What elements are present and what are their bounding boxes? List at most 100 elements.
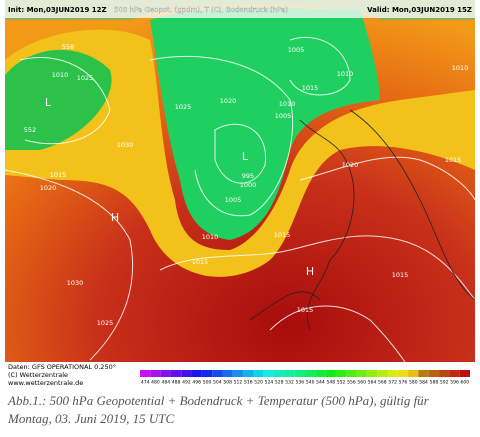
colorbar-label: 564 bbox=[368, 380, 377, 386]
colorbar-label: 524 bbox=[265, 380, 274, 386]
colorbar-cell bbox=[305, 370, 316, 377]
isobar-label: 1010 bbox=[202, 233, 219, 241]
colorbar-cell bbox=[387, 370, 398, 377]
isobar-label: 1030 bbox=[117, 141, 134, 149]
colorbar-label: 588 bbox=[430, 380, 439, 386]
footer-text: Daten: GFS OPERATIONAL 0.250° bbox=[8, 363, 116, 371]
colorbar-label: 576 bbox=[399, 380, 408, 386]
isobar-label: 1015 bbox=[192, 258, 209, 266]
isobar-label: 1010 bbox=[52, 71, 69, 79]
colorbar-label: 584 bbox=[419, 380, 428, 386]
colorbar-cell bbox=[366, 370, 378, 377]
isobars bbox=[4, 36, 476, 363]
colorbar-cell bbox=[346, 370, 357, 377]
colorbar-label: 488 bbox=[172, 380, 181, 386]
colorbar-cell bbox=[397, 370, 409, 377]
colorbar-label: 474 bbox=[141, 380, 150, 386]
footer-lines: Daten: GFS OPERATIONAL 0.250°(C) Wetterz… bbox=[8, 363, 116, 387]
colorbar-cell bbox=[181, 370, 192, 377]
isobar-label: 1015 bbox=[50, 171, 67, 179]
isobar-label: H bbox=[111, 211, 119, 224]
colorbar-cell bbox=[439, 370, 450, 377]
isobar-label: 1010 bbox=[337, 70, 354, 78]
colorbar-label: 556 bbox=[347, 380, 356, 386]
colorbar-label: 496 bbox=[192, 380, 201, 386]
footer-text: (C) Wetterzentrale bbox=[8, 371, 68, 379]
colorbar-label: 500 bbox=[203, 380, 212, 386]
colorbar-cell bbox=[418, 370, 429, 377]
caption-line: Abb.1.: 500 hPa Geopotential + Bodendruc… bbox=[7, 393, 430, 408]
colorbar-cell bbox=[140, 370, 151, 377]
init-text: Init: Mon,03JUN2019 12Z bbox=[8, 6, 107, 14]
colorbar-cell bbox=[170, 370, 182, 377]
isobar-label: 558 bbox=[62, 43, 74, 51]
colorbar-cell bbox=[377, 370, 388, 377]
colorbar-label: 508 bbox=[223, 380, 232, 386]
colorbar-label: 480 bbox=[151, 380, 160, 386]
colorbar-label: 548 bbox=[326, 380, 335, 386]
isobar-label: 1015 bbox=[274, 231, 291, 239]
isobar-label: 552 bbox=[24, 126, 36, 134]
isobar-label: 1000 bbox=[240, 181, 257, 189]
warm-band bbox=[5, 29, 475, 277]
colorbar-cell bbox=[428, 370, 440, 377]
colorbar: 474 480 484 488 492 496 500 504 508 512 516 520 524 5… bbox=[140, 370, 470, 386]
isobar-label: 1010 bbox=[279, 100, 296, 108]
colorbar-label: 596 bbox=[450, 380, 459, 386]
colorbar-cell bbox=[356, 370, 367, 377]
colorbar-cell bbox=[274, 370, 285, 377]
isobar-label: 1010 bbox=[452, 64, 469, 72]
isobar-label: 1005 bbox=[225, 196, 242, 204]
colorbar-cell bbox=[232, 370, 244, 377]
colorbar-cell bbox=[160, 370, 171, 377]
isobar-label: 1025 bbox=[77, 74, 94, 82]
colorbar-label: 484 bbox=[161, 380, 170, 386]
colorbar-cell bbox=[201, 370, 213, 377]
isobar-label: L bbox=[45, 96, 52, 109]
colorbar-label: 492 bbox=[182, 380, 191, 386]
colorbar-label: 516 bbox=[244, 380, 253, 386]
isobar-label: 1025 bbox=[97, 319, 114, 327]
isobar-label: 1025 bbox=[175, 103, 192, 111]
isobar-label: 1020 bbox=[40, 184, 57, 192]
colorbar-label: 568 bbox=[378, 380, 387, 386]
header-bar bbox=[5, 0, 475, 18]
colorbar-label: 532 bbox=[285, 380, 294, 386]
colorbar-label: 512 bbox=[234, 380, 243, 386]
colorbar-label: 528 bbox=[275, 380, 284, 386]
colorbar-cell bbox=[212, 370, 223, 377]
coastlines bbox=[249, 109, 476, 331]
map-labels: 1010 1025 L 1030 1020 1015 H 1030 1025 1025 1020 L 9… bbox=[24, 43, 468, 327]
colorbar-cell bbox=[459, 370, 470, 377]
colorbar-cell bbox=[335, 370, 347, 377]
isobar-label: 995 bbox=[242, 172, 254, 180]
colorbar-label: 540 bbox=[306, 380, 315, 386]
isobar-label: 1020 bbox=[342, 161, 359, 169]
isobar-label: L bbox=[242, 150, 249, 163]
colorbar-cell bbox=[408, 370, 419, 377]
colorbar-cell bbox=[263, 370, 275, 377]
colorbar-label: 520 bbox=[254, 380, 263, 386]
colorbar-label: 600 bbox=[461, 380, 470, 386]
map: 1010 1025 L 1030 1020 1015 H 1030 1025 1025 1020 L 9… bbox=[4, 0, 476, 363]
colorbar-cell bbox=[243, 370, 254, 377]
isobar-label: 1015 bbox=[302, 84, 319, 92]
isobar-label: 1015 bbox=[392, 271, 409, 279]
colorbar-label: 560 bbox=[357, 380, 366, 386]
colorbar-label: 504 bbox=[213, 380, 222, 386]
cold-pool-west bbox=[5, 49, 112, 150]
isobar-label: H bbox=[306, 265, 314, 278]
cold-pool-central bbox=[150, 7, 380, 240]
colorbar-label: 572 bbox=[388, 380, 397, 386]
colorbar-cell bbox=[449, 370, 460, 377]
colorbar-cell bbox=[284, 370, 295, 377]
colorbar-label: 592 bbox=[440, 380, 449, 386]
valid-text: Valid: Mon,03JUN2019 15Z bbox=[367, 6, 472, 14]
isobar-label: 1005 bbox=[275, 112, 292, 120]
isobar-label: 1015 bbox=[297, 306, 314, 314]
colorbar-cell bbox=[253, 370, 264, 377]
isobar-label: 1005 bbox=[288, 46, 305, 54]
isobar-label: 1020 bbox=[220, 97, 237, 105]
isobar-label: 1030 bbox=[67, 279, 84, 287]
colorbar-label: 552 bbox=[337, 380, 346, 386]
